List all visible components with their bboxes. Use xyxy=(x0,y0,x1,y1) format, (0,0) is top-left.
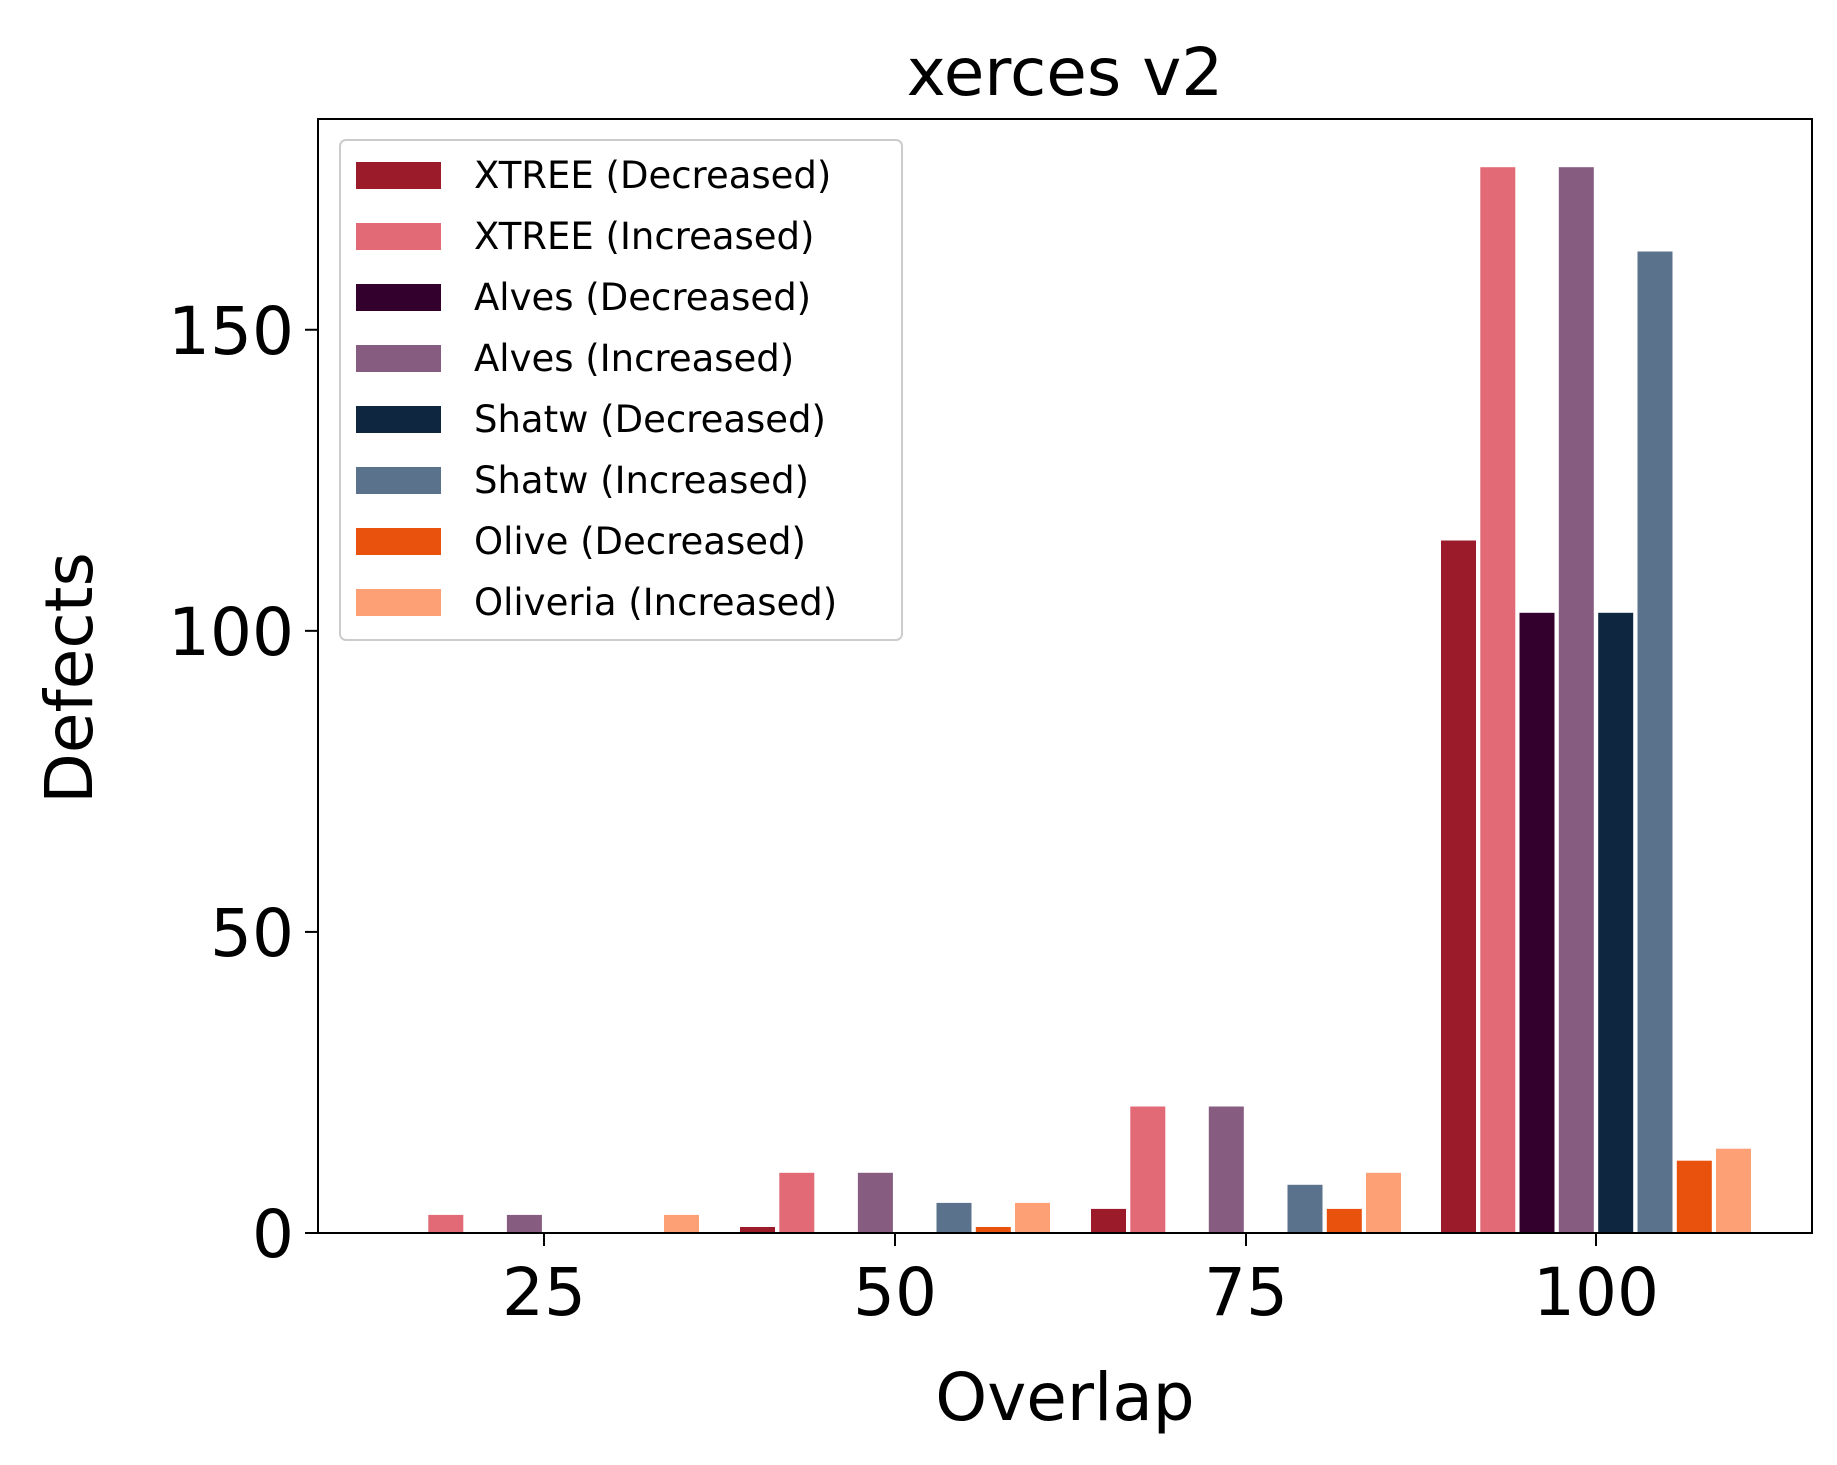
bar-s0-c2 xyxy=(1091,1208,1126,1233)
legend-swatch-7 xyxy=(356,589,441,616)
bar-s1-c0 xyxy=(428,1214,464,1233)
x-axis-label: Overlap xyxy=(935,1359,1194,1436)
bar-s3-c2 xyxy=(1208,1106,1244,1233)
bars-group xyxy=(428,167,1751,1234)
legend-swatch-2 xyxy=(356,284,441,311)
bar-s5-c2 xyxy=(1287,1184,1323,1233)
legend-label-3: Alves (Increased) xyxy=(474,337,794,380)
bar-s0-c1 xyxy=(740,1227,775,1233)
x-tick-label-50: 50 xyxy=(853,1254,937,1331)
bar-s5-c1 xyxy=(936,1202,972,1233)
chart-title: xerces v2 xyxy=(907,34,1224,111)
x-tick-label-75: 75 xyxy=(1204,1254,1288,1331)
bar-s7-c2 xyxy=(1366,1172,1401,1233)
bar-s1-c1 xyxy=(779,1172,815,1233)
bar-s6-c1 xyxy=(975,1227,1011,1233)
legend-label-4: Shatw (Decreased) xyxy=(474,398,826,441)
legend-swatch-1 xyxy=(356,223,441,250)
bar-s6-c3 xyxy=(1676,1160,1712,1233)
legend-label-0: XTREE (Decreased) xyxy=(474,154,831,197)
bar-s6-c2 xyxy=(1326,1208,1362,1233)
bar-s3-c0 xyxy=(506,1214,542,1233)
legend-label-1: XTREE (Increased) xyxy=(474,215,814,258)
y-tick-label-150: 150 xyxy=(168,293,294,370)
axes-group: 25 50 75 100 0 50 100 150 xyxy=(168,118,1813,1331)
legend-label-2: Alves (Decreased) xyxy=(474,276,811,319)
bar-s4-c3 xyxy=(1598,612,1634,1233)
bar-s7-c3 xyxy=(1716,1148,1751,1233)
bar-s3-c3 xyxy=(1558,167,1594,1234)
y-tick-label-100: 100 xyxy=(168,594,294,671)
y-axis-label: Defects xyxy=(31,552,108,804)
legend-swatch-6 xyxy=(356,528,441,555)
y-tick-label-50: 50 xyxy=(210,895,294,972)
bar-s7-c0 xyxy=(664,1214,699,1233)
legend-swatch-5 xyxy=(356,467,441,494)
x-tick-label-25: 25 xyxy=(502,1254,586,1331)
legend-box xyxy=(339,139,903,641)
y-tick-label-0: 0 xyxy=(252,1196,294,1273)
legend-label-5: Shatw (Increased) xyxy=(474,459,809,502)
bar-s1-c3 xyxy=(1480,167,1516,1234)
legend-swatch-4 xyxy=(356,406,441,433)
legend-swatch-0 xyxy=(356,162,441,189)
bar-s0-c3 xyxy=(1441,540,1476,1233)
bar-s2-c3 xyxy=(1519,612,1555,1233)
bar-s1-c2 xyxy=(1130,1106,1166,1233)
legend-label-7: Oliveria (Increased) xyxy=(474,581,837,624)
x-tick-label-100: 100 xyxy=(1533,1254,1659,1331)
plot-frame xyxy=(317,118,1813,1234)
bar-s5-c3 xyxy=(1637,251,1673,1233)
legend-swatch-3 xyxy=(356,345,441,372)
bar-s3-c1 xyxy=(857,1172,893,1233)
legend-label-6: Olive (Decreased) xyxy=(474,520,806,563)
legend: XTREE (Decreased) XTREE (Increased) Alves … xyxy=(339,139,903,641)
bar-s7-c1 xyxy=(1015,1202,1050,1233)
